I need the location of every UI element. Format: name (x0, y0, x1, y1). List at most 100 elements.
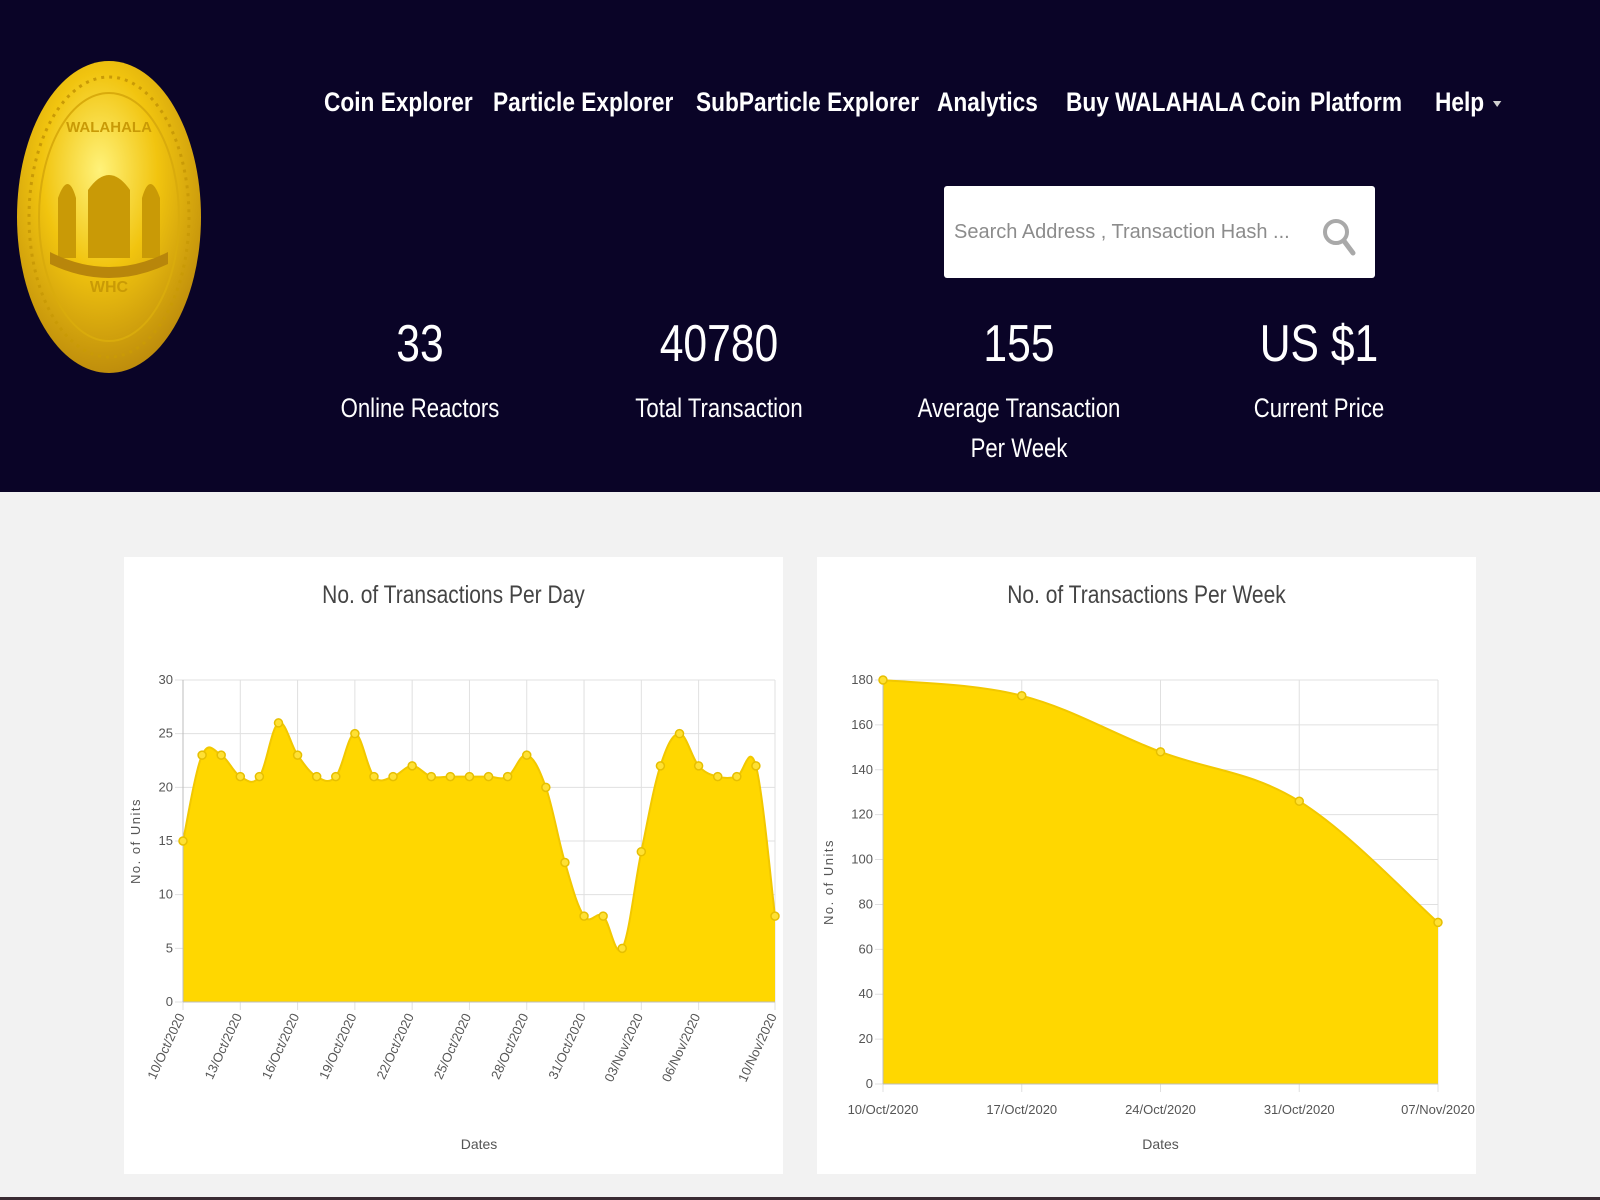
x-tick-label: 03/Nov/2020 (601, 1011, 646, 1084)
data-point (502, 771, 513, 782)
y-axis-title: No. of Units (128, 798, 143, 884)
nav-help-label: Help (1435, 87, 1485, 117)
data-point (751, 761, 761, 771)
data-point (292, 750, 303, 760)
data-point (598, 911, 608, 921)
data-point (254, 771, 265, 782)
data-point (674, 728, 685, 739)
nav-help-dropdown[interactable]: Help (1435, 82, 1501, 122)
x-tick-label: 10/Oct/2020 (144, 1011, 188, 1082)
y-tick-label: 20 (859, 1031, 873, 1046)
coin-logo-icon: WALAHALA WHC (17, 61, 201, 373)
logo-top-text: WALAHALA (66, 119, 152, 136)
x-axis-title: Dates (461, 1136, 498, 1152)
data-point (693, 761, 704, 771)
site-header: WALAHALA WHC Coin Explorer Particle Expl… (0, 0, 1600, 492)
nav-platform[interactable]: Platform (1310, 87, 1403, 117)
y-tick-label: 160 (851, 717, 873, 732)
y-tick-label: 20 (159, 779, 173, 794)
main-nav: Coin Explorer Particle Explorer SubParti… (0, 82, 1600, 122)
data-point (445, 771, 456, 782)
y-tick-label: 0 (866, 1076, 873, 1091)
x-tick-label: 19/Oct/2020 (316, 1011, 360, 1082)
y-tick-label: 100 (851, 852, 873, 867)
stat-label: Total Transaction (635, 393, 803, 423)
caret-down-icon (1492, 100, 1501, 107)
y-axis-title: No. of Units (821, 839, 836, 925)
data-point (464, 771, 475, 782)
area-fill (183, 722, 775, 1002)
data-point (1155, 747, 1166, 757)
y-tick-label: 0 (166, 994, 173, 1009)
data-point (732, 771, 742, 782)
data-point (541, 782, 551, 793)
stat-average-transaction: 155 Average Transaction Per Week (869, 314, 1169, 468)
data-point (311, 771, 322, 782)
stat-value: 33 (396, 315, 444, 373)
walahala-coin-logo[interactable]: WALAHALA WHC (16, 60, 202, 374)
x-tick-label: 24/Oct/2020 (1125, 1102, 1196, 1117)
y-tick-label: 5 (166, 940, 173, 955)
data-point (712, 771, 723, 782)
search-icon[interactable] (1322, 218, 1356, 256)
data-point (560, 857, 570, 868)
chart-title: No. of Transactions Per Day (322, 581, 585, 609)
x-tick-label: 28/Oct/2020 (488, 1011, 532, 1082)
x-tick-label: 17/Oct/2020 (986, 1102, 1057, 1117)
x-tick-label: 06/Nov/2020 (659, 1011, 704, 1084)
y-tick-label: 30 (159, 672, 173, 687)
stat-current-price: US $1 Current Price (1169, 314, 1469, 428)
chart-title: No. of Transactions Per Week (1007, 581, 1286, 609)
y-tick-label: 40 (859, 986, 873, 1001)
data-point (1433, 917, 1443, 928)
search-input[interactable] (954, 186, 1304, 278)
chart-card-per-week: No. of Transactions Per Week 0 20 40 60 80 10… (817, 557, 1476, 1174)
logo-center-text: WHC (90, 279, 129, 296)
data-point (1294, 796, 1304, 806)
y-tick-label: 180 (851, 672, 873, 687)
data-point (579, 911, 589, 921)
data-point (178, 836, 188, 846)
data-point (235, 771, 246, 782)
data-point (388, 771, 398, 782)
x-tick-label: 22/Oct/2020 (373, 1011, 417, 1082)
data-point (770, 911, 780, 921)
transactions-per-day-chart: 0 5 10 15 20 25 30 10/Oct/2020 13/Oct/2020 16/Oct… (128, 672, 780, 1152)
stat-value: 40780 (659, 315, 779, 373)
data-point (407, 761, 417, 771)
nav-subparticle-explorer[interactable]: SubParticle Explorer (696, 87, 920, 117)
data-point (197, 750, 207, 760)
x-tick-label: 10/Oct/2020 (848, 1102, 919, 1117)
data-point (878, 675, 888, 685)
stat-label: Average Transaction Per Week (917, 393, 1121, 463)
transactions-per-week-chart: 0 20 40 60 80 100 120 140 160 180 10/Oct/2020 17/Oc… (821, 672, 1475, 1152)
y-tick-label: 80 (859, 896, 873, 911)
data-point (426, 771, 437, 782)
x-tick-label: 31/Oct/2020 (1264, 1102, 1335, 1117)
stat-online-reactors: 33 Online Reactors (270, 314, 570, 428)
chart-card-per-day: No. of Transactions Per Day 0 5 10 15 20 25 30… (124, 557, 783, 1174)
y-tick-label: 15 (159, 833, 173, 848)
x-tick-label: 25/Oct/2020 (431, 1011, 475, 1082)
stat-value: US $1 (1259, 315, 1379, 373)
nav-buy-walahala-coin[interactable]: Buy WALAHALA Coin (1066, 87, 1301, 117)
search-box (944, 186, 1375, 278)
bottom-bar (0, 1197, 1600, 1200)
data-point (483, 771, 494, 782)
nav-coin-explorer[interactable]: Coin Explorer (324, 87, 473, 117)
x-tick-label: 13/Oct/2020 (201, 1011, 245, 1082)
x-axis-title: Dates (1142, 1136, 1179, 1152)
y-tick-label: 10 (159, 887, 173, 902)
stat-label: Current Price (1253, 393, 1385, 423)
stat-label: Online Reactors (340, 393, 500, 423)
nav-particle-explorer[interactable]: Particle Explorer (493, 87, 674, 117)
data-point (1017, 690, 1027, 701)
y-tick-label: 120 (851, 807, 873, 822)
data-point (369, 771, 379, 782)
y-tick-label: 140 (851, 762, 873, 777)
stat-value: 155 (983, 315, 1055, 373)
data-point (331, 771, 341, 782)
nav-analytics[interactable]: Analytics (937, 87, 1038, 117)
stat-total-transaction: 40780 Total Transaction (569, 314, 869, 428)
data-point (617, 943, 627, 954)
